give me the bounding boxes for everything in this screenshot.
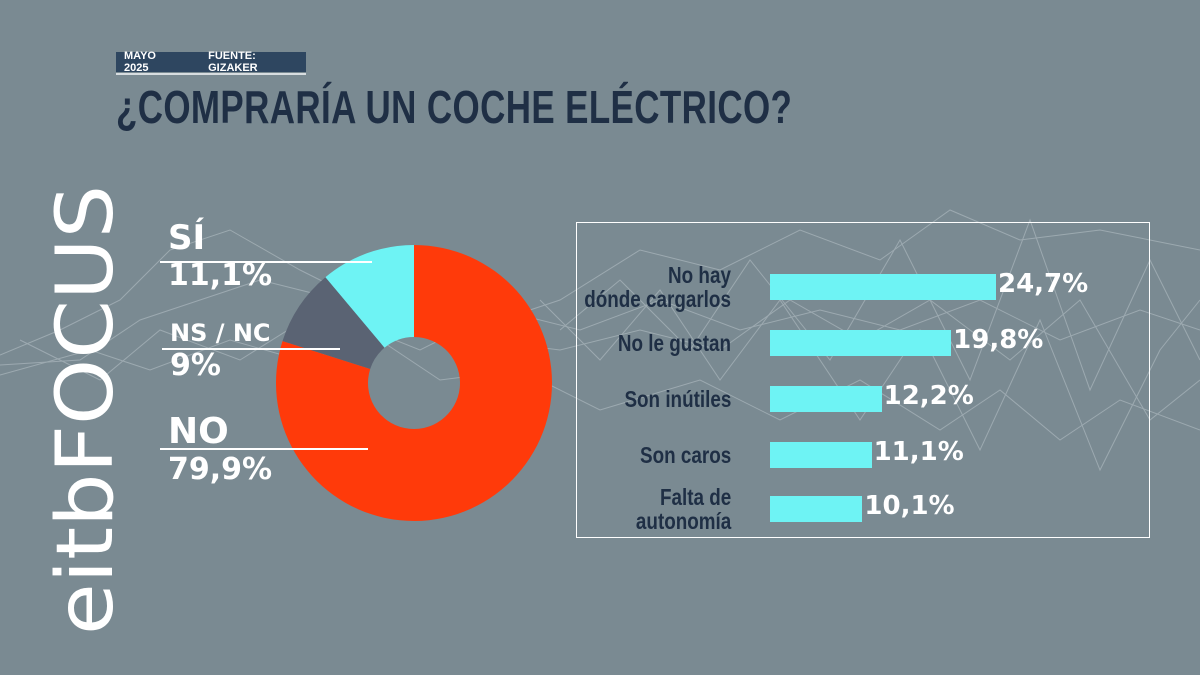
bar-category-label: No le gustan <box>618 331 731 355</box>
bar-category-label-line: Falta de <box>659 484 731 510</box>
bar-falta-de-autonomia <box>770 496 863 522</box>
donut-slice-nsnc <box>282 277 385 370</box>
slice-name-nsnc: NS / NC <box>170 319 271 347</box>
bar-no-hay-donde-cargarlos <box>770 274 996 300</box>
page-title: ¿COMPRARÍA UN COCHE ELÉCTRICO? <box>116 81 793 133</box>
bar-category-label: Son inútiles <box>624 387 731 411</box>
bar-value-label: 11,1% <box>873 437 964 467</box>
bar-category-label-line: Son inútiles <box>624 386 731 412</box>
slice-value-no: 79,9% <box>168 452 273 487</box>
bar-chart-panel: No hay dónde cargarlos 24,7% No le gustan 19… <box>576 222 1150 538</box>
source-bar: MAYO 2025 FUENTE: GIZAKER <box>116 50 306 74</box>
bar-value-label: 19,8% <box>953 325 1044 355</box>
bar-category-label-line: autonomía <box>635 508 731 534</box>
bar-row-falta-de-autonomia: Falta de autonomía 10,1% <box>577 479 1151 535</box>
donut-slice-si <box>325 245 414 348</box>
bar-category-label-line: Son caros <box>639 442 731 468</box>
bar-value-label: 24,7% <box>998 269 1089 299</box>
bar-row-son-caros: Son caros 11,1% <box>577 425 1151 481</box>
slice-name-no: NO <box>168 411 229 452</box>
eitb-focus-logo: eitbFOCUS <box>41 185 120 635</box>
source-label: FUENTE: GIZAKER <box>208 50 258 74</box>
bar-row-son-inutiles: Son inútiles 12,2% <box>577 369 1151 425</box>
bar-value-label: 10,1% <box>864 491 955 521</box>
bar-category-label-line: No le gustan <box>617 330 731 356</box>
slice-value-si: 11,1% <box>168 258 273 293</box>
slice-name-si: SÍ <box>168 218 206 258</box>
donut-slice-no <box>276 245 553 521</box>
bar-row-no-le-gustan: No le gustan 19,8% <box>577 313 1151 369</box>
svg-text:eitbFOCUS: eitbFOCUS <box>41 185 120 635</box>
bar-no-le-gustan <box>770 330 952 356</box>
source-underline <box>116 73 306 75</box>
slice-label-no: NO 79,9% <box>168 412 272 488</box>
bar-son-caros <box>770 442 872 468</box>
bar-row-no-hay-donde-cargarlos: No hay dónde cargarlos 24,7% <box>577 257 1151 313</box>
bar-category-label-line: No hay <box>668 262 731 288</box>
slice-label-si: SÍ 11,1% <box>168 218 272 294</box>
slice-label-nsnc: NS / NC 9% <box>170 318 271 384</box>
date-label: MAYO 2025 <box>124 50 156 74</box>
bar-category-label: No hay dónde cargarlos <box>584 263 731 311</box>
bar-category-label-line: dónde cargarlos <box>584 286 731 312</box>
bar-son-inutiles <box>770 386 882 412</box>
bar-category-label: Falta de autonomía <box>636 485 731 533</box>
bar-category-label: Son caros <box>640 443 731 467</box>
slice-value-nsnc: 9% <box>170 348 221 383</box>
bar-value-label: 12,2% <box>883 381 974 411</box>
